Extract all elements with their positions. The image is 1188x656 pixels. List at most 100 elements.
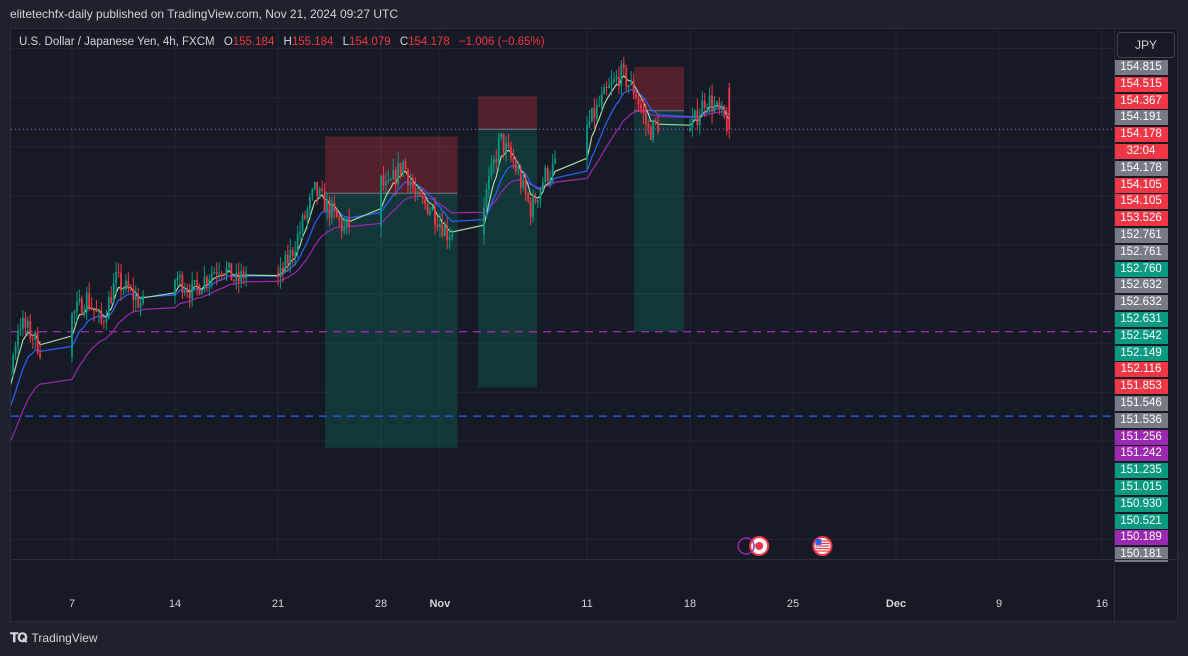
candle <box>134 285 137 312</box>
currency-button[interactable]: JPY <box>1117 32 1175 58</box>
candle <box>502 133 505 159</box>
time-axis[interactable]: 7 14 21 28 Nov 11 18 25 Dec 9 16 <box>11 560 1114 622</box>
price-label: 154.191 <box>1114 110 1168 126</box>
position-stop-zone <box>325 136 458 194</box>
candle <box>328 195 331 227</box>
publisher-text: elitetechfx-daily published on TradingVi… <box>10 7 399 21</box>
candle <box>586 116 588 169</box>
candle <box>142 290 145 306</box>
candle <box>80 295 83 316</box>
candle <box>698 108 701 135</box>
price-label: 151.853 <box>1114 379 1168 395</box>
price-label: 151.536 <box>1114 412 1168 428</box>
price-plot[interactable] <box>11 29 1114 559</box>
candle <box>488 166 490 198</box>
close-value: 154.178 <box>408 36 450 48</box>
candle <box>485 183 488 219</box>
candle <box>291 247 294 266</box>
candle <box>696 98 699 131</box>
candle <box>301 212 304 240</box>
candle <box>76 291 78 322</box>
candle <box>127 272 130 294</box>
candle <box>718 97 721 115</box>
candle <box>340 217 343 239</box>
candle <box>622 56 625 75</box>
candle <box>26 316 29 337</box>
candle <box>713 96 716 114</box>
candle <box>179 270 181 287</box>
lightning-icon <box>737 537 755 555</box>
candle <box>510 141 512 163</box>
candle <box>387 169 390 184</box>
candle <box>637 93 640 112</box>
ema-slow-line <box>11 110 730 442</box>
candle <box>296 225 299 259</box>
time-tick-label: 28 <box>374 598 388 610</box>
price-axis[interactable]: 154.815 154.515 154.367 154.191 154.178 32:04… <box>1114 29 1178 563</box>
time-axis-divider <box>11 559 1179 560</box>
candle <box>186 283 189 298</box>
open-label: O <box>223 36 233 48</box>
chart-frame[interactable]: U.S. Dollar / Japanese Yen, 4h, FXCM O 15… <box>10 28 1179 623</box>
position-target-zone <box>634 110 685 332</box>
price-label: 154.815 <box>1114 60 1168 75</box>
candle <box>308 193 311 217</box>
candle <box>407 168 409 193</box>
candle <box>728 82 731 139</box>
candle <box>512 148 515 169</box>
price-label: 150.189 <box>1114 530 1168 546</box>
candle <box>647 119 650 135</box>
candle <box>610 70 613 96</box>
tradingview-logo-icon[interactable]: 𝐓𝐐 <box>10 630 28 645</box>
candle <box>316 181 319 205</box>
candle <box>313 181 316 191</box>
candle <box>438 212 441 237</box>
candle <box>183 282 186 297</box>
candle <box>139 296 142 317</box>
candle <box>429 206 431 217</box>
candle <box>210 265 213 289</box>
candle <box>100 302 103 326</box>
candle <box>31 333 34 350</box>
time-tick-label: 11 <box>581 598 593 610</box>
candle <box>284 250 287 273</box>
candle <box>431 205 434 211</box>
position-target-zone <box>325 193 458 449</box>
symbol-name: U.S. Dollar / Japanese Yen, 4h, FXCM <box>19 36 215 48</box>
candle <box>529 197 532 225</box>
candle <box>522 173 525 192</box>
candle <box>532 189 534 223</box>
time-tick-label: Dec <box>885 598 907 610</box>
candle <box>193 279 196 292</box>
price-label: 151.235 <box>1114 463 1168 479</box>
price-label: 32:04 <box>1114 144 1168 159</box>
candle <box>39 341 42 360</box>
candle <box>632 73 635 100</box>
candle <box>635 90 637 100</box>
price-label: 151.546 <box>1114 396 1168 411</box>
candle <box>71 311 73 363</box>
candle <box>24 311 27 336</box>
candle <box>306 205 309 230</box>
candle <box>242 266 245 285</box>
candle <box>299 221 301 241</box>
candle <box>534 192 537 204</box>
high-value: 155.184 <box>291 36 334 48</box>
candle <box>34 330 37 350</box>
candle <box>95 300 98 313</box>
candles <box>11 56 731 386</box>
candle <box>644 103 647 136</box>
price-label: 154.178 <box>1114 160 1168 176</box>
economic-events <box>737 536 833 556</box>
price-label: 151.015 <box>1114 480 1168 495</box>
footer-brand: TradingView <box>31 631 98 645</box>
candle <box>706 103 709 113</box>
time-tick-label: Nov <box>429 598 451 610</box>
time-tick-label: 25 <box>786 598 800 610</box>
candle <box>549 170 552 189</box>
candle <box>537 199 539 209</box>
candle <box>436 215 439 232</box>
candle <box>326 192 328 221</box>
candle <box>620 59 623 95</box>
candle <box>694 109 696 121</box>
